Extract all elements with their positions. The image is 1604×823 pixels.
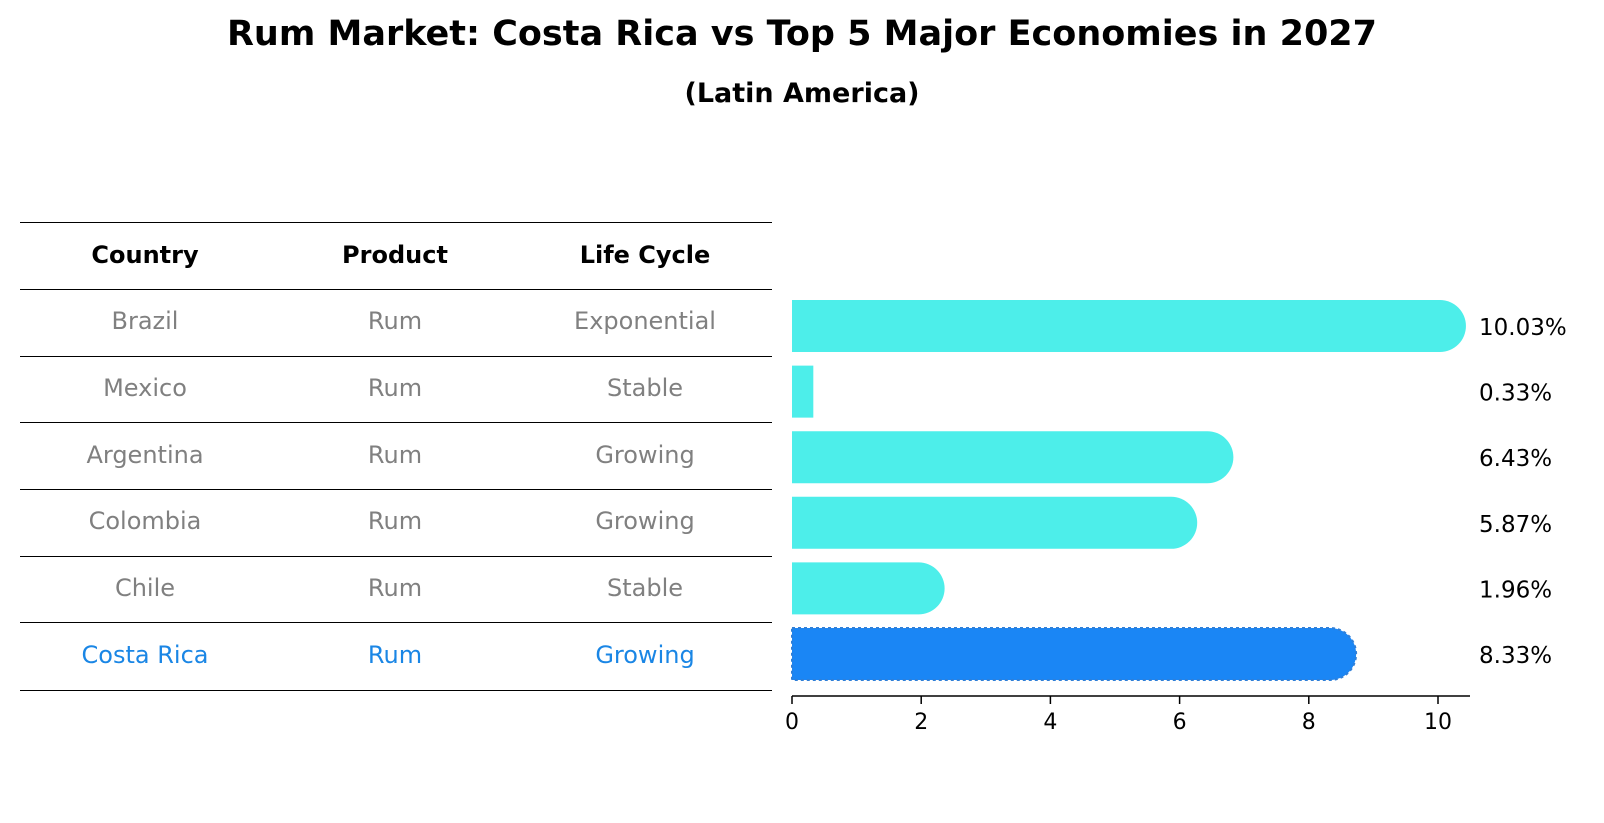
cell-life-cycle: Exponential — [574, 307, 716, 335]
cell-product: Rum — [367, 507, 423, 535]
bar — [792, 496, 1198, 549]
table-rule — [20, 289, 772, 290]
table-rule — [20, 690, 772, 691]
cell-country-highlight: Costa Rica — [81, 641, 209, 669]
x-tick-label: 8 — [1302, 710, 1316, 735]
table-rule — [20, 489, 772, 490]
cell-country: Argentina — [86, 441, 204, 469]
x-tick-label: 4 — [1043, 710, 1057, 735]
table-rule — [20, 222, 772, 223]
cell-life-cycle: Stable — [606, 574, 684, 602]
bar-value-label: 6.43% — [1479, 446, 1552, 472]
cell-life-cycle-highlight: Growing — [595, 641, 695, 669]
table-rule — [20, 622, 772, 623]
cell-country: Chile — [114, 574, 176, 602]
header-country: Country — [91, 241, 199, 269]
bar — [792, 365, 814, 418]
cell-life-cycle: Growing — [595, 441, 695, 469]
bar-value-label: 10.03% — [1479, 315, 1567, 341]
x-tick-label: 0 — [785, 710, 799, 735]
bar-highlight — [791, 627, 1358, 681]
bar — [792, 300, 1466, 352]
cell-product-highlight: Rum — [367, 641, 423, 669]
x-tick-label: 2 — [914, 710, 928, 735]
table-rule — [20, 422, 772, 423]
x-tick-label: 6 — [1173, 710, 1187, 735]
table-rule — [20, 556, 772, 557]
x-tick-label: 10 — [1424, 710, 1452, 735]
header-product: Product — [342, 241, 448, 269]
table-rule — [20, 356, 772, 357]
bar — [792, 431, 1234, 484]
bar — [792, 562, 945, 615]
chart-subtitle: (Latin America) — [684, 78, 920, 109]
bar-value-label: 8.33% — [1479, 643, 1552, 669]
cell-country: Brazil — [111, 307, 179, 335]
bar-value-label: 1.96% — [1479, 577, 1552, 603]
cell-country: Mexico — [103, 374, 187, 402]
header-life-cycle: Life Cycle — [579, 241, 711, 269]
cell-product: Rum — [367, 374, 423, 402]
cell-life-cycle: Growing — [595, 507, 695, 535]
cell-product: Rum — [367, 441, 423, 469]
bar-value-label: 0.33% — [1479, 381, 1552, 407]
bar-value-label: 5.87% — [1479, 512, 1552, 538]
cell-country: Colombia — [88, 507, 202, 535]
cell-product: Rum — [367, 574, 423, 602]
cell-product: Rum — [367, 307, 423, 335]
chart-title: Rum Market: Costa Rica vs Top 5 Major Ec… — [226, 14, 1378, 54]
cell-life-cycle: Stable — [606, 374, 684, 402]
